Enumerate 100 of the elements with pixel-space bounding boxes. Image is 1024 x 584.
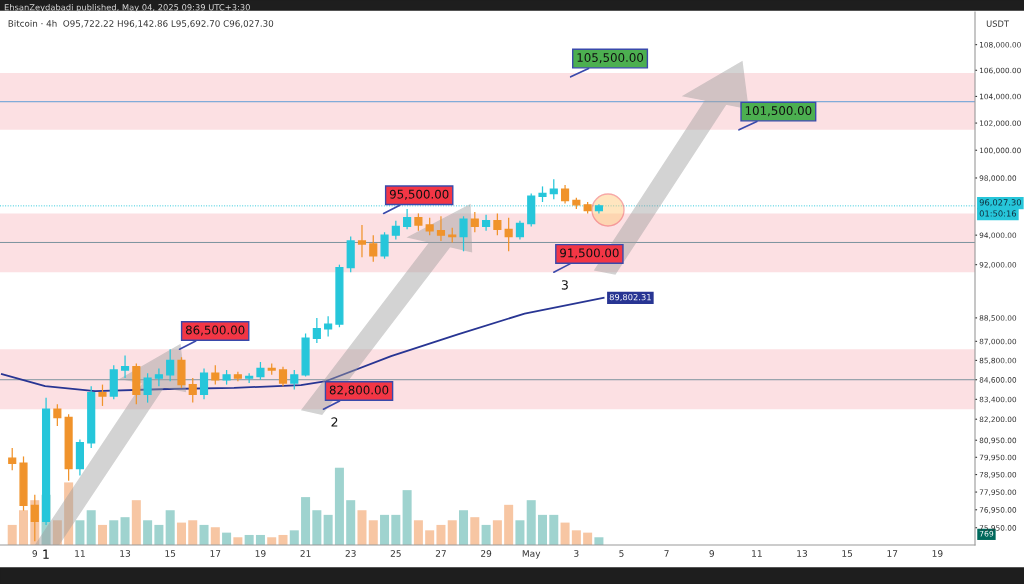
bar (526, 500, 536, 545)
candlestick (98, 383, 107, 407)
bar (120, 517, 130, 545)
candlestick (515, 220, 525, 241)
bar (278, 534, 288, 545)
candlestick (120, 354, 130, 379)
candlestick (278, 366, 288, 387)
candlestick (470, 211, 479, 233)
x-tick-label: May (522, 550, 541, 559)
bar (346, 500, 356, 545)
bar (470, 517, 480, 545)
bar (75, 520, 85, 545)
bar (289, 530, 299, 545)
x-tick-label: 15 (165, 550, 176, 557)
bar (131, 500, 141, 545)
annotation: 2 (331, 417, 338, 427)
bar (312, 510, 322, 545)
candlestick (459, 215, 468, 252)
candlestick (211, 364, 220, 386)
bar (52, 520, 62, 545)
x-tick-label: 23 (345, 550, 356, 557)
bar (210, 527, 220, 545)
candlestick (199, 367, 209, 400)
x-tick-label: 7 (664, 550, 669, 557)
bar (143, 520, 153, 545)
x-tick-label: 5 (619, 550, 624, 557)
x-tick-label: 3 (574, 550, 579, 557)
bar (64, 482, 74, 545)
x-tick-label: 17 (887, 550, 898, 557)
annotation: 82,800.00 (329, 385, 389, 396)
candlestick (380, 231, 389, 260)
bar (560, 522, 570, 545)
x-tick-label: 21 (300, 550, 311, 557)
bar (413, 520, 423, 545)
bar (492, 520, 502, 545)
annotation: 95,500.00 (389, 189, 449, 200)
bar (391, 514, 401, 545)
candlestick (53, 403, 62, 427)
text: Bitcoin · 4h O95,722.22 H96,142.86 L95,692.70 C96,027.30 (8, 20, 274, 28)
x-tick-label: 19 (255, 550, 266, 557)
x-tick-label: 19 (932, 550, 943, 557)
candlestick (154, 367, 163, 387)
bar (436, 524, 446, 545)
bar (323, 514, 333, 545)
candlestick (369, 234, 378, 263)
bar (7, 524, 17, 545)
annotation: 3 (561, 280, 568, 290)
candlestick (403, 208, 412, 230)
x-tick-label: 9 (709, 550, 714, 557)
bar (537, 514, 548, 545)
bar (549, 514, 559, 545)
bar (301, 497, 311, 545)
bar (165, 510, 175, 545)
bar (154, 524, 164, 545)
x-tick-label: 13 (120, 550, 131, 557)
y-axis-title: USDT (986, 20, 1010, 27)
candlestick (312, 317, 321, 344)
annotation: 101,500.00 (745, 106, 812, 117)
bar (594, 537, 604, 545)
bar (380, 514, 390, 545)
bar (459, 510, 469, 545)
bar (199, 524, 209, 545)
x-tick-label: 27 (435, 550, 446, 557)
bar (447, 520, 457, 545)
x-tick-label: 11 (75, 550, 85, 557)
x-tick-label: 13 (797, 550, 808, 557)
bar (97, 524, 107, 545)
candlestick (290, 369, 299, 391)
text: 01:50:16 (979, 210, 1017, 217)
annotation: 86,500.00 (185, 325, 245, 336)
bar (109, 520, 119, 545)
candlestick (188, 377, 197, 404)
bar (188, 520, 198, 545)
candlestick (357, 224, 367, 258)
bar (86, 510, 96, 545)
candlestick (324, 315, 333, 338)
bar (571, 530, 581, 545)
bar (334, 467, 344, 545)
x-tick-label: 15 (842, 550, 853, 557)
candlestick (391, 220, 400, 241)
ref-line-label: 96,027.30 (979, 199, 1022, 207)
bar (425, 530, 435, 545)
bar (402, 490, 412, 545)
candlestick (504, 217, 513, 252)
candlestick (8, 447, 17, 471)
bar (267, 537, 277, 545)
candlestick (143, 372, 152, 404)
candlestick (549, 178, 558, 200)
x-tick-label: 17 (210, 550, 221, 557)
bar (176, 522, 186, 545)
x-tick-label: 11 (752, 550, 762, 557)
annotation: 91,500.00 (560, 248, 619, 259)
x-tick-label: 9 (32, 550, 38, 557)
bar (233, 537, 243, 545)
candlestick (166, 348, 175, 382)
bar (504, 504, 514, 545)
annotation: 105,500.00 (577, 53, 644, 64)
bar (368, 520, 378, 545)
candlestick (493, 212, 502, 236)
bar (357, 510, 367, 545)
